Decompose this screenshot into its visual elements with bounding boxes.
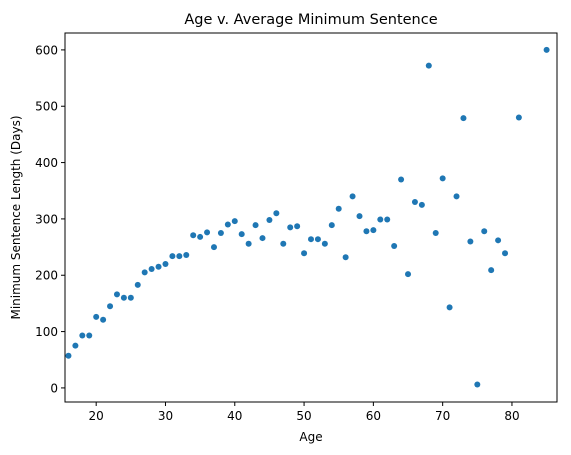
data-point [405, 271, 412, 278]
data-point [453, 193, 460, 200]
plot-frame [64, 32, 558, 403]
x-tick-label: 60 [366, 409, 381, 423]
data-point [425, 62, 432, 69]
data-point [141, 269, 148, 276]
data-point [342, 254, 349, 261]
data-point [460, 115, 467, 122]
data-point [502, 250, 509, 257]
y-tick-label: 200 [35, 269, 58, 283]
y-tick-label: 300 [35, 212, 58, 226]
chart-title: Age v. Average Minimum Sentence [184, 12, 437, 28]
data-point [432, 229, 439, 236]
y-tick-label: 600 [35, 43, 58, 57]
data-point [335, 205, 342, 212]
data-point [398, 176, 405, 183]
data-point [204, 229, 211, 236]
data-point [391, 242, 398, 249]
data-point [169, 253, 176, 260]
data-point [488, 267, 495, 274]
data-point [356, 213, 363, 220]
data-point [287, 224, 294, 231]
data-point [467, 238, 474, 245]
x-tick-label: 40 [227, 409, 242, 423]
data-point [183, 251, 190, 258]
x-tick-label: 20 [89, 409, 104, 423]
data-point [231, 218, 238, 225]
axis-ticks: 20 30 40 50 60 70 80 0 100 200 300 400 500 600 [35, 43, 520, 423]
y-tick-label: 500 [35, 100, 58, 114]
x-tick-label: 70 [435, 409, 450, 423]
data-point [65, 352, 72, 359]
data-point [197, 233, 204, 240]
data-point [411, 199, 418, 206]
data-point [439, 175, 446, 182]
data-point [134, 281, 141, 288]
data-point [349, 193, 356, 200]
y-axis-label: Minimum Sentence Length (Days) [9, 115, 23, 319]
data-point [155, 263, 162, 270]
data-point [72, 342, 79, 349]
data-point [162, 260, 169, 267]
data-point [107, 303, 114, 310]
data-point [321, 240, 328, 247]
data-point [120, 294, 127, 301]
data-point [127, 294, 134, 301]
data-point [384, 216, 391, 223]
data-point [190, 232, 197, 239]
x-tick-label: 50 [296, 409, 311, 423]
data-point [148, 266, 155, 273]
data-point [301, 250, 308, 257]
data-point [515, 114, 522, 121]
data-point [217, 229, 224, 236]
data-point [377, 216, 384, 223]
data-point [79, 332, 86, 339]
data-point [238, 231, 245, 238]
data-point [113, 291, 120, 298]
data-point [418, 201, 425, 208]
data-point [280, 240, 287, 247]
data-point [370, 227, 377, 234]
data-point [176, 253, 183, 260]
data-point [245, 240, 252, 247]
data-point [481, 228, 488, 235]
data-point [543, 46, 550, 53]
data-point [273, 210, 280, 217]
data-point [446, 304, 453, 311]
x-tick-label: 80 [504, 409, 519, 423]
data-point [100, 316, 107, 323]
y-tick-label: 100 [35, 325, 58, 339]
data-point [259, 235, 266, 242]
data-point [314, 236, 321, 243]
x-tick-label: 30 [158, 409, 173, 423]
y-tick-label: 0 [50, 381, 58, 395]
data-point [93, 313, 100, 320]
data-point [266, 217, 273, 224]
data-points [65, 46, 550, 388]
data-point [252, 222, 259, 229]
data-point [210, 244, 217, 251]
y-tick-label: 400 [35, 156, 58, 170]
data-point [363, 228, 370, 235]
data-point [224, 221, 231, 228]
data-point [474, 381, 481, 388]
data-point [86, 332, 93, 339]
data-point [308, 236, 314, 243]
data-point [328, 222, 335, 229]
data-point [294, 223, 301, 230]
data-point [495, 237, 502, 244]
x-axis-label: Age [299, 430, 322, 444]
